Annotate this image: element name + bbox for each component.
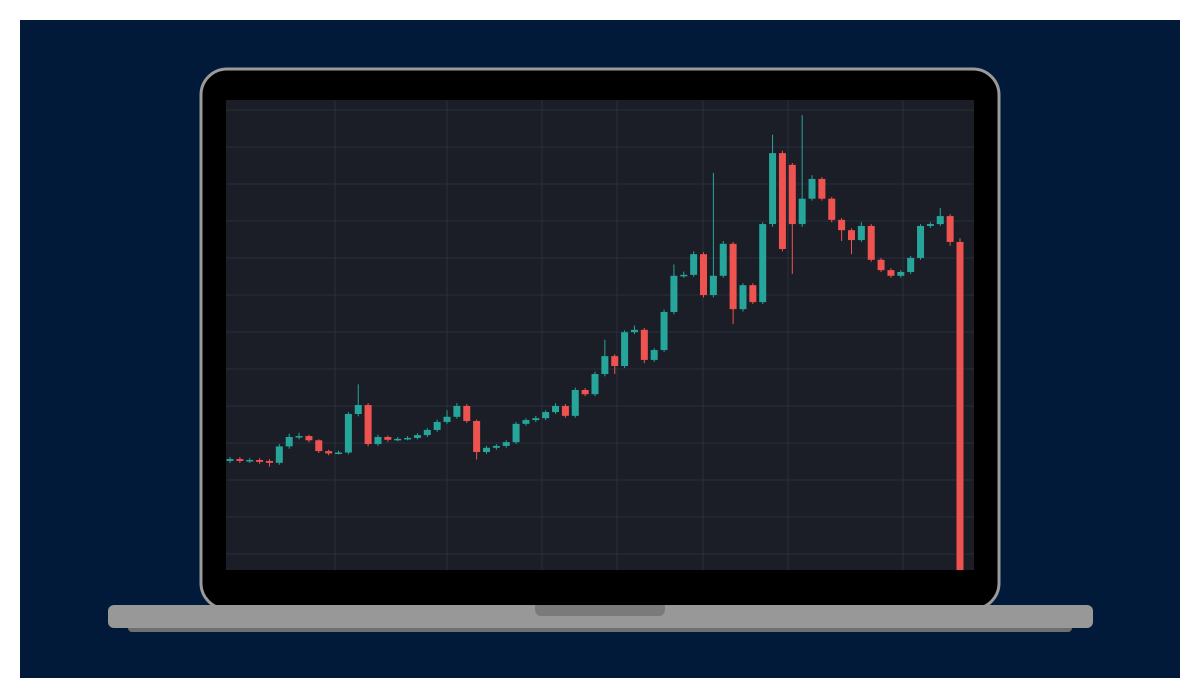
candle-body <box>561 405 569 416</box>
candle-body <box>295 436 303 438</box>
candle-body <box>502 442 510 446</box>
candle-body <box>571 389 579 416</box>
candle-body <box>374 436 382 445</box>
candle-body <box>907 257 915 273</box>
candle-body <box>581 389 589 395</box>
grid <box>226 100 974 570</box>
candle-body <box>828 198 836 220</box>
candle-body <box>917 225 925 258</box>
candle-body <box>443 416 451 422</box>
candle-body <box>818 178 826 199</box>
candle-body <box>660 311 668 351</box>
candle-body <box>847 230 855 241</box>
candle-body <box>630 329 638 333</box>
candle-body <box>404 437 412 440</box>
screen <box>226 100 974 570</box>
candle-body <box>926 224 934 226</box>
candle-body <box>650 350 658 360</box>
candle-body <box>808 178 816 199</box>
candle-body <box>640 329 648 360</box>
candle-body <box>315 440 323 452</box>
candle-body <box>226 459 234 461</box>
candle-body <box>305 436 313 441</box>
candle-body <box>749 285 757 303</box>
candle-body <box>591 374 599 395</box>
candle-body <box>690 254 698 275</box>
candle-body <box>512 423 520 443</box>
laptop-notch <box>535 605 665 616</box>
candle-body <box>384 436 392 440</box>
candle-body <box>877 259 885 271</box>
candle-body <box>680 274 688 277</box>
candle-body <box>621 332 629 367</box>
candle-body <box>601 356 609 375</box>
candle-body <box>364 405 372 445</box>
candle-body <box>413 435 421 438</box>
candle-body <box>700 254 708 296</box>
candle-body <box>798 198 806 225</box>
candle-body <box>423 429 431 436</box>
candle-body <box>739 285 747 310</box>
candle-body <box>265 460 273 463</box>
candle-body <box>335 452 343 454</box>
candles <box>226 115 964 570</box>
candle-body <box>611 356 619 367</box>
candle-body <box>473 421 481 453</box>
candle-body <box>394 438 402 441</box>
candle-body <box>729 243 737 310</box>
candle-body <box>542 412 550 419</box>
candle-body <box>463 405 471 422</box>
candle-body <box>246 460 254 462</box>
candle-body <box>956 241 964 570</box>
candle-body <box>275 446 283 463</box>
candle-body <box>867 225 875 260</box>
candle-body <box>285 436 293 447</box>
candle-body <box>433 421 441 430</box>
candle-body <box>897 272 905 276</box>
candle-body <box>344 413 352 453</box>
candle-body <box>325 451 333 454</box>
candle-body <box>236 459 244 461</box>
candle-body <box>936 216 944 225</box>
candle-body <box>769 153 777 225</box>
candle-body <box>492 445 500 448</box>
candle-body <box>788 164 796 225</box>
candle-body <box>838 219 846 231</box>
candle-body <box>946 216 954 242</box>
candle-body <box>759 224 767 303</box>
candle-body <box>887 270 895 276</box>
laptop-base <box>108 605 1093 628</box>
candle-body <box>354 405 362 414</box>
candle-body <box>709 275 717 296</box>
candle-body <box>552 405 560 413</box>
candle-body <box>482 447 490 453</box>
candle-body <box>532 418 540 421</box>
candle-body <box>670 275 678 312</box>
candle-body <box>857 225 865 241</box>
candle-body <box>256 460 264 462</box>
candle-body <box>453 405 461 417</box>
candle-body <box>778 153 786 249</box>
candle-body <box>522 420 530 424</box>
candle-body <box>719 243 727 276</box>
